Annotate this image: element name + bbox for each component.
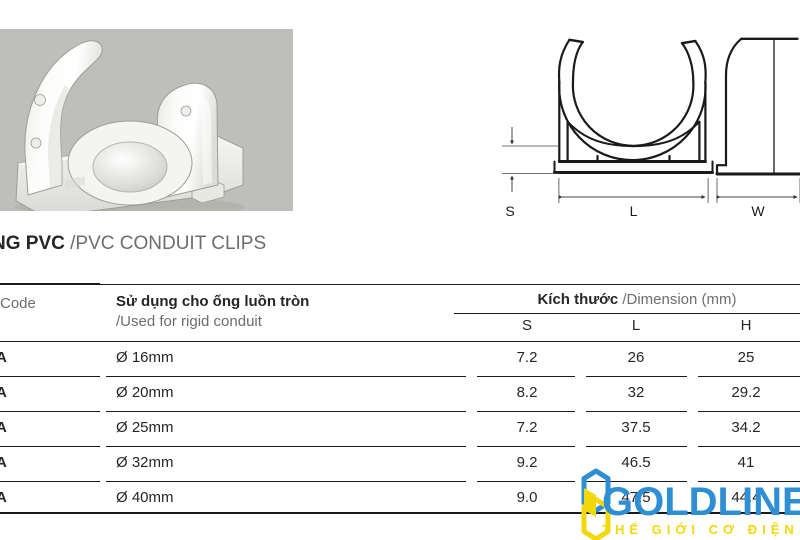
svg-text:THẾ GIỚI CƠ ĐIỆN: THẾ GIỚI CƠ ĐIỆN xyxy=(602,522,799,537)
svg-text:GOLDLINE: GOLDLINE xyxy=(602,480,800,524)
